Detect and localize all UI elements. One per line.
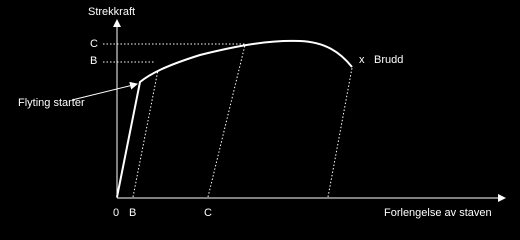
diagram: Strekkraft C B Flyting starter x Brudd 0… xyxy=(18,5,506,219)
unload-line-break xyxy=(327,67,353,198)
stress-strain-curve xyxy=(116,39,353,198)
unload-line-c xyxy=(207,44,246,198)
break-marker: x xyxy=(359,54,365,66)
y-marker: C xyxy=(90,38,98,50)
yield-label: Flyting starter xyxy=(18,97,85,109)
x-marker: C xyxy=(204,207,212,219)
break-label: Brudd xyxy=(374,54,403,66)
yield-arrow xyxy=(71,81,138,101)
page: Strekkraft C B Flyting starter x Brudd 0… xyxy=(18,5,506,219)
x-marker: B xyxy=(129,207,136,219)
y-axis-label: Strekkraft xyxy=(88,6,135,18)
x-axis-label: Forlengelse av staven xyxy=(384,207,492,219)
y-marker: B xyxy=(90,55,97,67)
unload-line-b xyxy=(132,69,159,198)
x-marker: 0 xyxy=(113,207,119,219)
